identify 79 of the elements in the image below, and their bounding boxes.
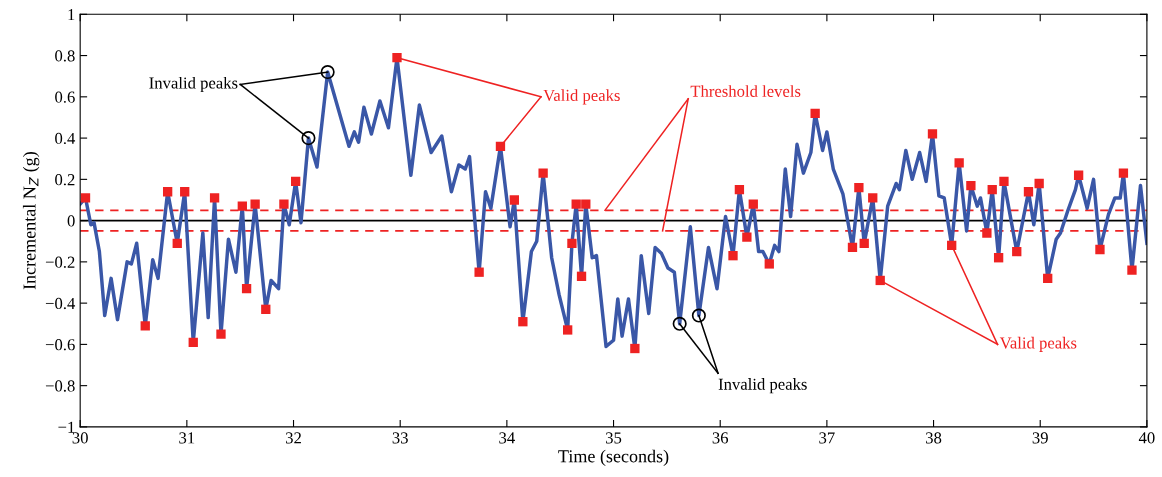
y-tick-label: −0.2 <box>45 256 75 268</box>
annotation: Valid peaks <box>543 89 620 105</box>
point <box>162 187 173 197</box>
point <box>80 193 91 203</box>
point <box>279 199 289 209</box>
x-tick-label: 36 <box>712 432 729 444</box>
point <box>538 168 548 178</box>
point <box>742 232 752 242</box>
point <box>982 228 992 238</box>
x-tick-label: 39 <box>1032 432 1048 444</box>
point <box>999 176 1009 187</box>
point <box>581 199 591 209</box>
point <box>868 193 878 203</box>
point <box>180 187 190 197</box>
point <box>291 176 301 187</box>
point <box>993 253 1004 263</box>
point <box>1034 178 1044 189</box>
point <box>250 199 260 209</box>
point <box>954 158 964 168</box>
point <box>1118 168 1129 178</box>
point <box>748 199 758 209</box>
point <box>1127 265 1137 275</box>
y-axis-title: Incremental N$_{Z}$ (g) <box>22 152 40 290</box>
point <box>140 321 150 331</box>
point <box>1043 273 1053 284</box>
point <box>966 180 976 191</box>
point <box>509 195 519 205</box>
point <box>474 267 484 277</box>
point <box>734 185 745 195</box>
point <box>261 304 271 314</box>
point <box>728 251 738 261</box>
point <box>630 343 640 354</box>
y-tick-label: −1 <box>58 421 75 433</box>
x-tick-label: 37 <box>819 432 835 444</box>
annotation: Invalid peaks <box>149 76 238 93</box>
point <box>216 329 226 339</box>
x-tick-label: 33 <box>392 432 408 444</box>
y-tick-label: 1 <box>68 9 75 21</box>
point <box>209 193 220 203</box>
point <box>1095 244 1105 255</box>
point <box>927 129 938 139</box>
point <box>571 199 581 209</box>
point <box>847 242 858 253</box>
y-tick-label: 0 <box>67 215 75 227</box>
x-tick-label: 40 <box>1138 432 1155 444</box>
annotation: Valid peaks <box>999 336 1077 352</box>
point <box>241 284 252 294</box>
x-tick-label: 31 <box>179 432 195 444</box>
y-tick-label: −0.4 <box>45 297 76 310</box>
x-tick-label: 38 <box>926 432 942 444</box>
point <box>1023 187 1034 197</box>
point <box>576 271 587 281</box>
point <box>987 185 997 195</box>
y-tick-label: 0.4 <box>55 132 76 145</box>
x-axis-title: Time (seconds) <box>558 449 669 467</box>
annotation: Invalid peaks <box>718 378 807 394</box>
y-tick-label: 0.8 <box>55 50 75 62</box>
x-tick-label: 32 <box>285 432 301 444</box>
point <box>764 259 774 269</box>
annotation: Threshold levels <box>690 85 801 97</box>
point <box>854 182 864 193</box>
point <box>859 238 869 248</box>
point <box>1012 246 1022 257</box>
point <box>237 201 247 211</box>
y-tick-label: 0.2 <box>55 174 75 186</box>
point <box>392 52 402 63</box>
point <box>563 325 573 335</box>
point <box>810 108 820 118</box>
y-tick-label: −0.6 <box>45 339 75 351</box>
point <box>518 317 528 327</box>
point <box>567 238 577 248</box>
y-tick-label: −0.8 <box>45 380 75 392</box>
x-tick-label: 35 <box>606 432 622 444</box>
x-tick-label: 30 <box>72 432 88 444</box>
point <box>172 238 182 248</box>
point <box>188 337 198 347</box>
y-tick-label: 0.6 <box>55 91 75 103</box>
point <box>1073 170 1084 180</box>
x-tick-label: 34 <box>499 432 515 444</box>
